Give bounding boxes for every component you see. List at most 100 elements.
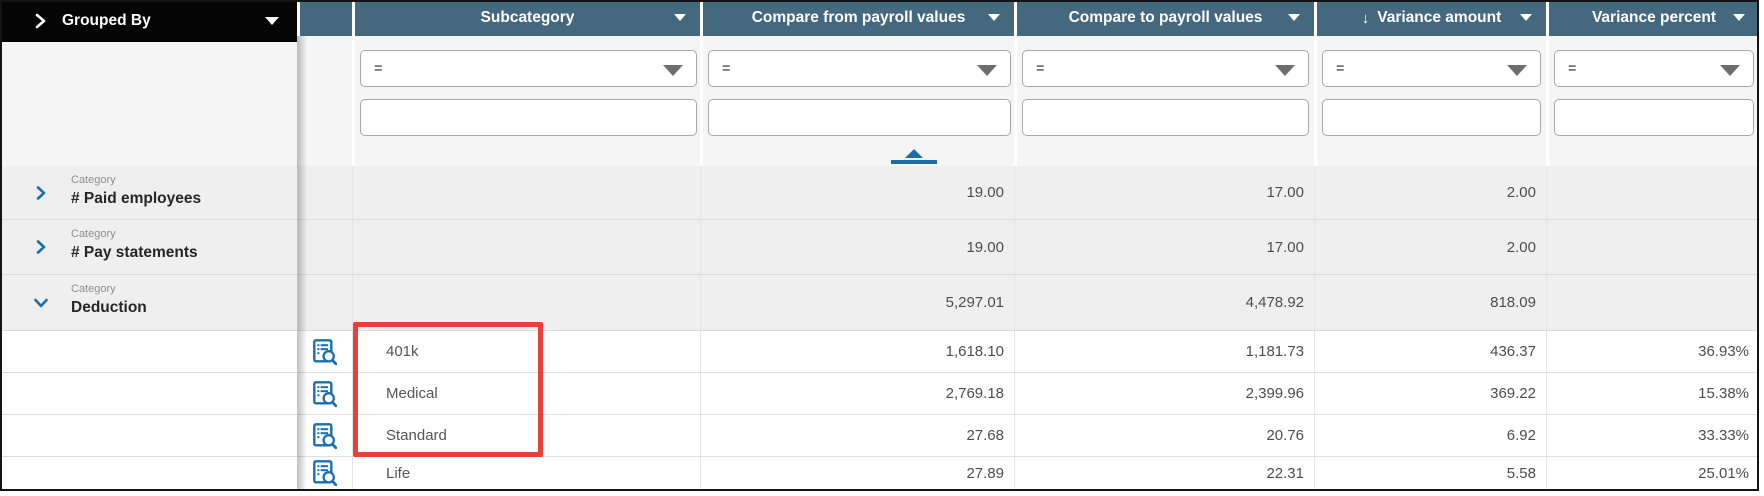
filter-operator-compare-to[interactable]: = xyxy=(1022,50,1309,87)
filter-operator-variance-amount[interactable]: = xyxy=(1322,50,1541,87)
icon-cell-empty xyxy=(298,275,352,330)
column-menu-caret-icon[interactable] xyxy=(674,14,686,21)
compare-to-cell: 4,478.92 xyxy=(1014,275,1314,330)
compare-from-cell: 2,769.18 xyxy=(700,373,1014,414)
compare-from-cell: 19.00 xyxy=(700,220,1014,274)
grouped-by-label: Grouped By xyxy=(62,12,151,29)
variance-amount-cell: 818.09 xyxy=(1314,275,1546,330)
column-menu-caret-icon[interactable] xyxy=(1520,14,1532,21)
filter-operator-value: = xyxy=(374,60,383,77)
filter-input-compare-from[interactable] xyxy=(708,99,1011,136)
category-tag: Category xyxy=(71,228,116,240)
compare-to-cell: 1,181.73 xyxy=(1014,331,1314,372)
grouped-by-dropdown[interactable]: Grouped By xyxy=(0,0,297,42)
group-summary-row: 19.00 17.00 2.00 xyxy=(298,220,1759,275)
column-header-label: Subcategory xyxy=(480,9,575,26)
subcategory-cell xyxy=(352,220,700,274)
category-tag: Category xyxy=(71,174,116,186)
group-row-spacer xyxy=(0,373,297,415)
view-details-button[interactable] xyxy=(298,415,352,456)
category-name: # Paid employees xyxy=(71,190,202,207)
variance-amount-cell: 5.58 xyxy=(1314,457,1546,489)
column-header-label: Compare to payroll values xyxy=(1068,9,1263,26)
group-row-spacer xyxy=(0,457,297,489)
variance-percent-cell: 36.93% xyxy=(1546,331,1759,372)
group-row-header: Category Deduction xyxy=(0,275,297,331)
variance-amount-cell: 369.22 xyxy=(1314,373,1546,414)
column-header-label: Compare from payroll values xyxy=(751,9,966,26)
compare-from-cell: 1,618.10 xyxy=(700,331,1014,372)
column-header-variance-percent[interactable]: Variance percent xyxy=(1549,0,1759,36)
filter-operator-value: = xyxy=(1336,60,1345,77)
compare-from-cell: 19.00 xyxy=(700,166,1014,219)
column-menu-caret-icon[interactable] xyxy=(1288,14,1300,21)
column-header-subcategory[interactable]: Subcategory xyxy=(355,0,700,36)
header-spacer xyxy=(300,0,352,36)
category-name: # Pay statements xyxy=(71,244,198,261)
column-header-compare-to[interactable]: Compare to payroll values xyxy=(1017,0,1314,36)
view-details-icon xyxy=(313,422,337,449)
filter-operator-value: = xyxy=(1568,60,1577,77)
view-details-icon xyxy=(313,460,337,486)
filter-operator-value: = xyxy=(1036,60,1045,77)
compare-from-cell: 27.89 xyxy=(700,457,1014,489)
chevron-down-icon xyxy=(265,17,279,25)
filter-input-variance-amount[interactable] xyxy=(1322,99,1541,136)
variance-percent-cell xyxy=(1546,275,1759,330)
chevron-right-icon[interactable] xyxy=(33,185,49,206)
icon-cell-empty xyxy=(298,166,352,219)
detail-row: Medical 2,769.18 2,399.96 369.22 15.38% xyxy=(298,373,1759,415)
chevron-right-icon xyxy=(33,13,48,34)
sort-position-indicator xyxy=(891,149,937,164)
dropdown-caret-icon xyxy=(1275,65,1295,76)
column-header-label: Variance amount xyxy=(1377,9,1502,26)
category-name: Deduction xyxy=(71,299,147,316)
column-separator xyxy=(352,36,355,166)
compare-to-cell: 20.76 xyxy=(1014,415,1314,456)
filter-operator-compare-from[interactable]: = xyxy=(708,50,1011,87)
subcategory-cell: Medical xyxy=(352,373,700,414)
compare-to-cell: 22.31 xyxy=(1014,457,1314,489)
group-row-spacer xyxy=(0,415,297,457)
icon-cell-empty xyxy=(298,220,352,274)
view-details-icon xyxy=(313,338,337,365)
column-separator xyxy=(1014,36,1017,166)
compare-from-cell: 27.68 xyxy=(700,415,1014,456)
dropdown-caret-icon xyxy=(977,65,997,76)
column-menu-caret-icon[interactable] xyxy=(1733,14,1745,21)
variance-amount-cell: 6.92 xyxy=(1314,415,1546,456)
chevron-down-icon[interactable] xyxy=(33,295,49,316)
group-summary-row: 5,297.01 4,478.92 818.09 xyxy=(298,275,1759,331)
variance-percent-cell xyxy=(1546,166,1759,219)
view-details-button[interactable] xyxy=(298,373,352,414)
view-details-button[interactable] xyxy=(298,457,352,489)
view-details-button[interactable] xyxy=(298,331,352,372)
group-row-header: Category # Paid employees xyxy=(0,166,297,220)
variance-amount-cell: 2.00 xyxy=(1314,166,1546,219)
filter-operator-variance-percent[interactable]: = xyxy=(1554,50,1754,87)
compare-to-cell: 2,399.96 xyxy=(1014,373,1314,414)
detail-row: Life 27.89 22.31 5.58 25.01% xyxy=(298,457,1759,489)
column-menu-caret-icon[interactable] xyxy=(988,14,1000,21)
column-header-variance-amount[interactable]: ↓ Variance amount xyxy=(1317,0,1546,36)
filter-input-variance-percent[interactable] xyxy=(1554,99,1754,136)
chevron-right-icon[interactable] xyxy=(33,239,49,260)
detail-row: 401k 1,618.10 1,181.73 436.37 36.93% xyxy=(298,331,1759,373)
sort-descending-icon: ↓ xyxy=(1361,9,1370,27)
variance-percent-cell: 25.01% xyxy=(1546,457,1759,489)
subcategory-cell: 401k xyxy=(352,331,700,372)
filter-input-compare-to[interactable] xyxy=(1022,99,1309,136)
filter-operator-subcategory[interactable]: = xyxy=(360,50,697,87)
dropdown-caret-icon xyxy=(1507,65,1527,76)
filter-operator-value: = xyxy=(722,60,731,77)
compare-to-cell: 17.00 xyxy=(1014,166,1314,219)
column-header-compare-from[interactable]: Compare from payroll values xyxy=(703,0,1014,36)
column-separator xyxy=(1314,36,1317,166)
column-header-label: Variance percent xyxy=(1591,9,1717,26)
group-row-header: Category # Pay statements xyxy=(0,220,297,275)
column-separator xyxy=(1546,36,1549,166)
dropdown-caret-icon xyxy=(1720,65,1740,76)
filter-input-subcategory[interactable] xyxy=(360,99,697,136)
